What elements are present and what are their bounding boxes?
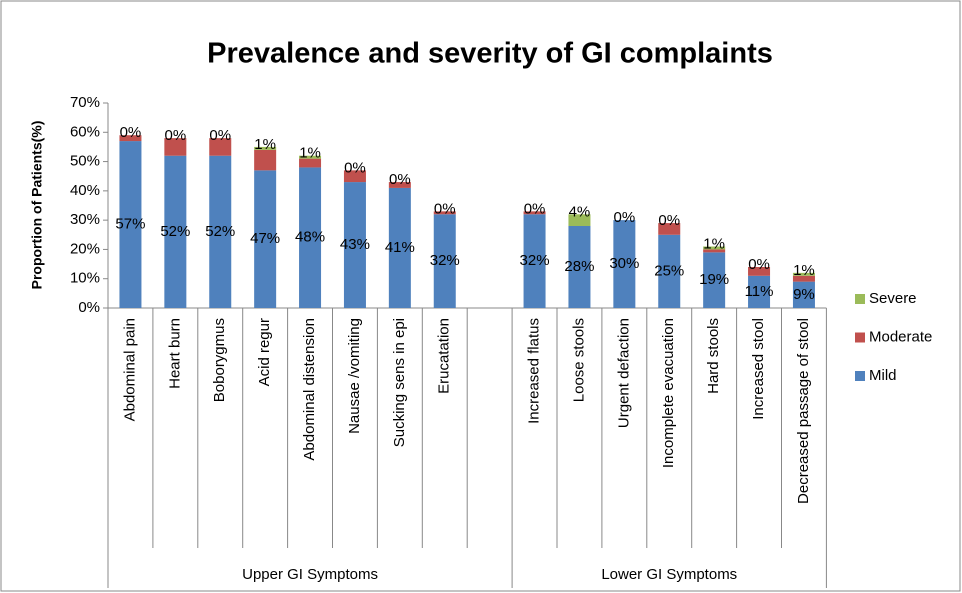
legend-swatch [855, 294, 865, 304]
x-tick-label: Increased flatus [526, 318, 543, 424]
data-label: 11% [745, 283, 774, 300]
bar-segment [792, 272, 815, 276]
bar-segment [254, 146, 277, 150]
y-tick-label: 0% [78, 299, 100, 316]
bar-segment [164, 155, 187, 308]
data-label: 0% [120, 124, 142, 141]
data-label: 32% [520, 252, 550, 269]
data-label: 0% [614, 209, 636, 226]
data-label: 0% [344, 159, 366, 176]
bar-segment [658, 234, 681, 308]
x-tick-label: Sucking sens in epi [391, 318, 408, 447]
data-label: 1% [793, 262, 815, 279]
legend-label: Moderate [869, 328, 932, 345]
bar-segment [568, 214, 591, 226]
x-tick-label: Urgent defaction [615, 318, 632, 428]
x-tick-label: Boborygmus [211, 318, 228, 402]
x-tick-label: Increased stool [750, 318, 767, 420]
bar-segment [299, 155, 322, 159]
bar-segment [209, 138, 232, 156]
data-label: 19% [699, 271, 729, 288]
legend-label: Severe [869, 290, 917, 307]
bar-segment [164, 138, 187, 156]
data-label: 0% [209, 127, 231, 144]
y-tick-label: 40% [70, 182, 100, 199]
data-label: 52% [205, 223, 235, 240]
bar-segment [792, 281, 815, 308]
bar-segment [568, 226, 591, 308]
x-tick-label: Loose stools [570, 318, 587, 402]
group-label: Lower GI Symptoms [601, 566, 737, 583]
x-tick-label: Decreased passage of stool [795, 318, 812, 504]
data-label: 43% [340, 236, 370, 253]
x-tick-label: Nausae /vomiting [346, 318, 363, 434]
data-label: 4% [569, 203, 591, 220]
y-tick-label: 60% [70, 123, 100, 140]
bar-segment [209, 155, 232, 308]
data-label: 0% [748, 256, 770, 273]
data-label: 28% [564, 258, 594, 275]
bar-segment [748, 267, 771, 276]
data-label: 47% [250, 230, 280, 247]
legend-swatch [855, 332, 865, 343]
data-label: 25% [654, 262, 684, 279]
data-label: 0% [658, 212, 680, 229]
bar-segment [299, 167, 322, 308]
data-label: 1% [299, 145, 321, 162]
bar-segment [748, 275, 771, 308]
bar-segment [388, 187, 411, 308]
legend-label: Mild [869, 367, 897, 384]
bar-segment [299, 158, 322, 168]
bar-segment [254, 149, 277, 171]
y-axis-label: Proportion of Patients(%) [29, 121, 45, 290]
bar-segment [343, 182, 366, 308]
data-label: 52% [160, 223, 190, 240]
y-tick-label: 50% [70, 153, 100, 170]
group-label: Upper GI Symptoms [242, 566, 378, 583]
bar-segment [388, 182, 411, 188]
y-tick-label: 70% [70, 94, 100, 111]
x-tick-label: Erucatation [436, 318, 453, 394]
bar-segment [703, 252, 726, 308]
data-label: 1% [254, 136, 276, 153]
data-label: 41% [385, 239, 415, 256]
y-tick-label: 30% [70, 211, 100, 228]
x-tick-label: Incomplete evacuation [660, 318, 677, 468]
bar-segment [433, 214, 456, 308]
data-label: 0% [434, 200, 456, 217]
data-label: 57% [115, 216, 145, 233]
bar-segment [523, 214, 546, 308]
data-label: 30% [609, 255, 639, 272]
bar-segment [523, 211, 546, 215]
data-label: 32% [430, 252, 460, 269]
bar-segment [703, 249, 726, 253]
data-label: 0% [165, 127, 187, 144]
y-tick-label: 10% [70, 270, 100, 287]
chart-title: Prevalence and severity of GI complaints [207, 38, 773, 70]
x-tick-label: Acid regur [256, 318, 273, 386]
data-label: 48% [295, 229, 325, 246]
legend-swatch [855, 371, 865, 381]
y-tick-label: 20% [70, 240, 100, 257]
bar-segment [119, 141, 142, 308]
bar-segment [254, 170, 277, 308]
data-label: 9% [793, 286, 815, 303]
bar-segment [792, 275, 815, 282]
bar-segment [119, 135, 142, 142]
x-tick-label: Abdominal pain [121, 318, 138, 421]
x-tick-label: Hard stools [705, 318, 722, 394]
bar-segment [658, 223, 681, 235]
bar-segment [343, 170, 366, 183]
data-label: 1% [703, 235, 725, 252]
bar-segment [433, 211, 456, 215]
bar-segment [703, 246, 726, 250]
x-tick-label: Abdominal distension [301, 318, 318, 461]
data-label: 0% [389, 171, 411, 188]
x-tick-label: Heart burn [166, 318, 183, 389]
bar-segment [613, 220, 636, 308]
data-label: 0% [524, 200, 546, 217]
